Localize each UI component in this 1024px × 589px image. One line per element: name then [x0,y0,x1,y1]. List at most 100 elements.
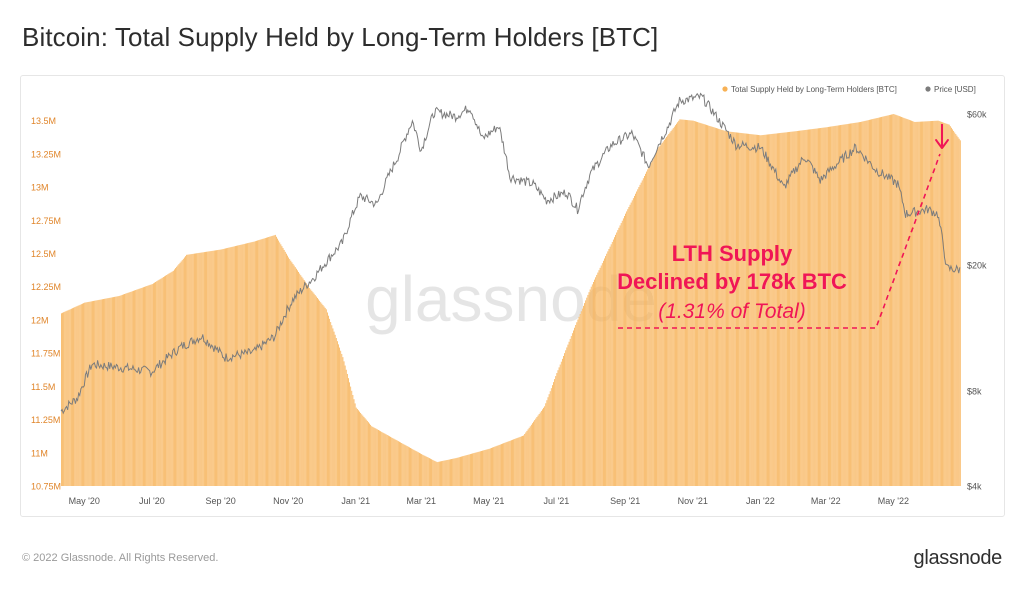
supply-bar [821,127,823,487]
supply-bar [319,300,321,486]
supply-bar [70,308,72,486]
supply-bar [413,449,415,486]
supply-bar [836,125,838,486]
supply-bar [483,450,485,486]
legend-label-price[interactable]: Price [USD] [934,85,976,94]
supply-bar [710,126,712,486]
supply-bar [221,249,223,486]
supply-bar [847,123,849,487]
supply-bar [342,357,344,486]
supply-bar [636,191,638,486]
supply-bar [346,373,348,486]
supply-bar [860,121,861,486]
y-right-tick-label: $4k [967,482,982,492]
y-left-tick-label: 13.25M [31,149,61,159]
supply-bar [959,140,961,486]
supply-bar [442,460,444,486]
supply-bar [288,257,290,486]
supply-bar [743,133,745,486]
supply-bar [907,119,909,486]
supply-bar [811,129,813,486]
supply-bar [416,451,418,486]
supply-bar [458,457,460,486]
supply-bar [195,253,196,486]
supply-bar [492,447,493,486]
supply-bar [178,264,180,486]
supply-bar [803,130,805,486]
supply-bar [313,293,315,486]
supply-bar [757,134,758,486]
supply-bar [156,281,158,486]
supply-bar [75,306,77,486]
supply-bar [72,308,73,486]
supply-bar [486,449,488,486]
supply-bar [794,131,796,486]
supply-bar [307,284,308,486]
supply-bar [426,456,428,486]
supply-bar [565,350,567,486]
supply-bar [942,122,943,487]
supply-bar [570,336,572,486]
supply-bar [731,131,733,486]
supply-bar [785,132,787,487]
supply-bar [507,441,509,486]
supply-bar [200,252,202,486]
supply-bar [911,120,912,487]
supply-bar [912,121,914,486]
supply-bar [703,124,705,486]
supply-bar [913,121,915,487]
supply-bar [844,124,846,486]
supply-bar [317,297,318,486]
supply-bar [99,299,101,486]
supply-bar [473,453,475,486]
supply-bar [892,114,894,486]
supply-bar [456,457,458,486]
supply-bar [67,310,69,486]
supply-bar [850,123,851,486]
supply-bar [639,184,641,487]
supply-bar [509,440,511,486]
supply-bar [936,120,938,487]
supply-bar [548,394,550,486]
supply-bar [508,441,510,486]
supply-bar [482,450,483,486]
supply-bar [476,452,478,486]
supply-bar [752,134,754,487]
legend[interactable]: Total Supply Held by Long-Term Holders [… [722,85,976,94]
supply-bar [410,447,411,486]
supply-bar [118,296,120,486]
supply-bar [659,145,661,486]
supply-bar [934,120,936,486]
supply-bar [95,300,97,486]
glassnode-logo[interactable]: glassnode [913,547,1003,569]
supply-bar [624,216,625,486]
supply-bar [290,260,292,486]
supply-bar [729,131,731,486]
supply-bar [149,284,151,486]
supply-bar [318,299,319,486]
supply-bar [843,124,845,486]
supply-bar [790,131,792,486]
supply-bar [189,254,191,486]
supply-bar [678,120,680,486]
supply-bar [600,265,602,486]
supply-bar [574,327,575,486]
supply-bar [61,313,62,486]
supply-bar [941,121,942,486]
supply-bar [360,412,362,486]
supply-bar [898,116,900,486]
supply-bar [873,118,875,486]
supply-bar [289,259,291,486]
supply-bar [556,373,558,486]
supply-bar [599,267,601,486]
supply-bar [677,122,679,486]
supply-bar [141,287,143,486]
supply-bar [472,453,474,486]
supply-bar [829,126,830,486]
supply-bar [300,275,302,486]
y-left-tick-label: 10.75M [31,482,61,492]
supply-bar [627,209,629,486]
legend-label-supply[interactable]: Total Supply Held by Long-Term Holders [… [731,85,897,94]
supply-bar [336,341,338,486]
supply-bar [397,441,399,486]
